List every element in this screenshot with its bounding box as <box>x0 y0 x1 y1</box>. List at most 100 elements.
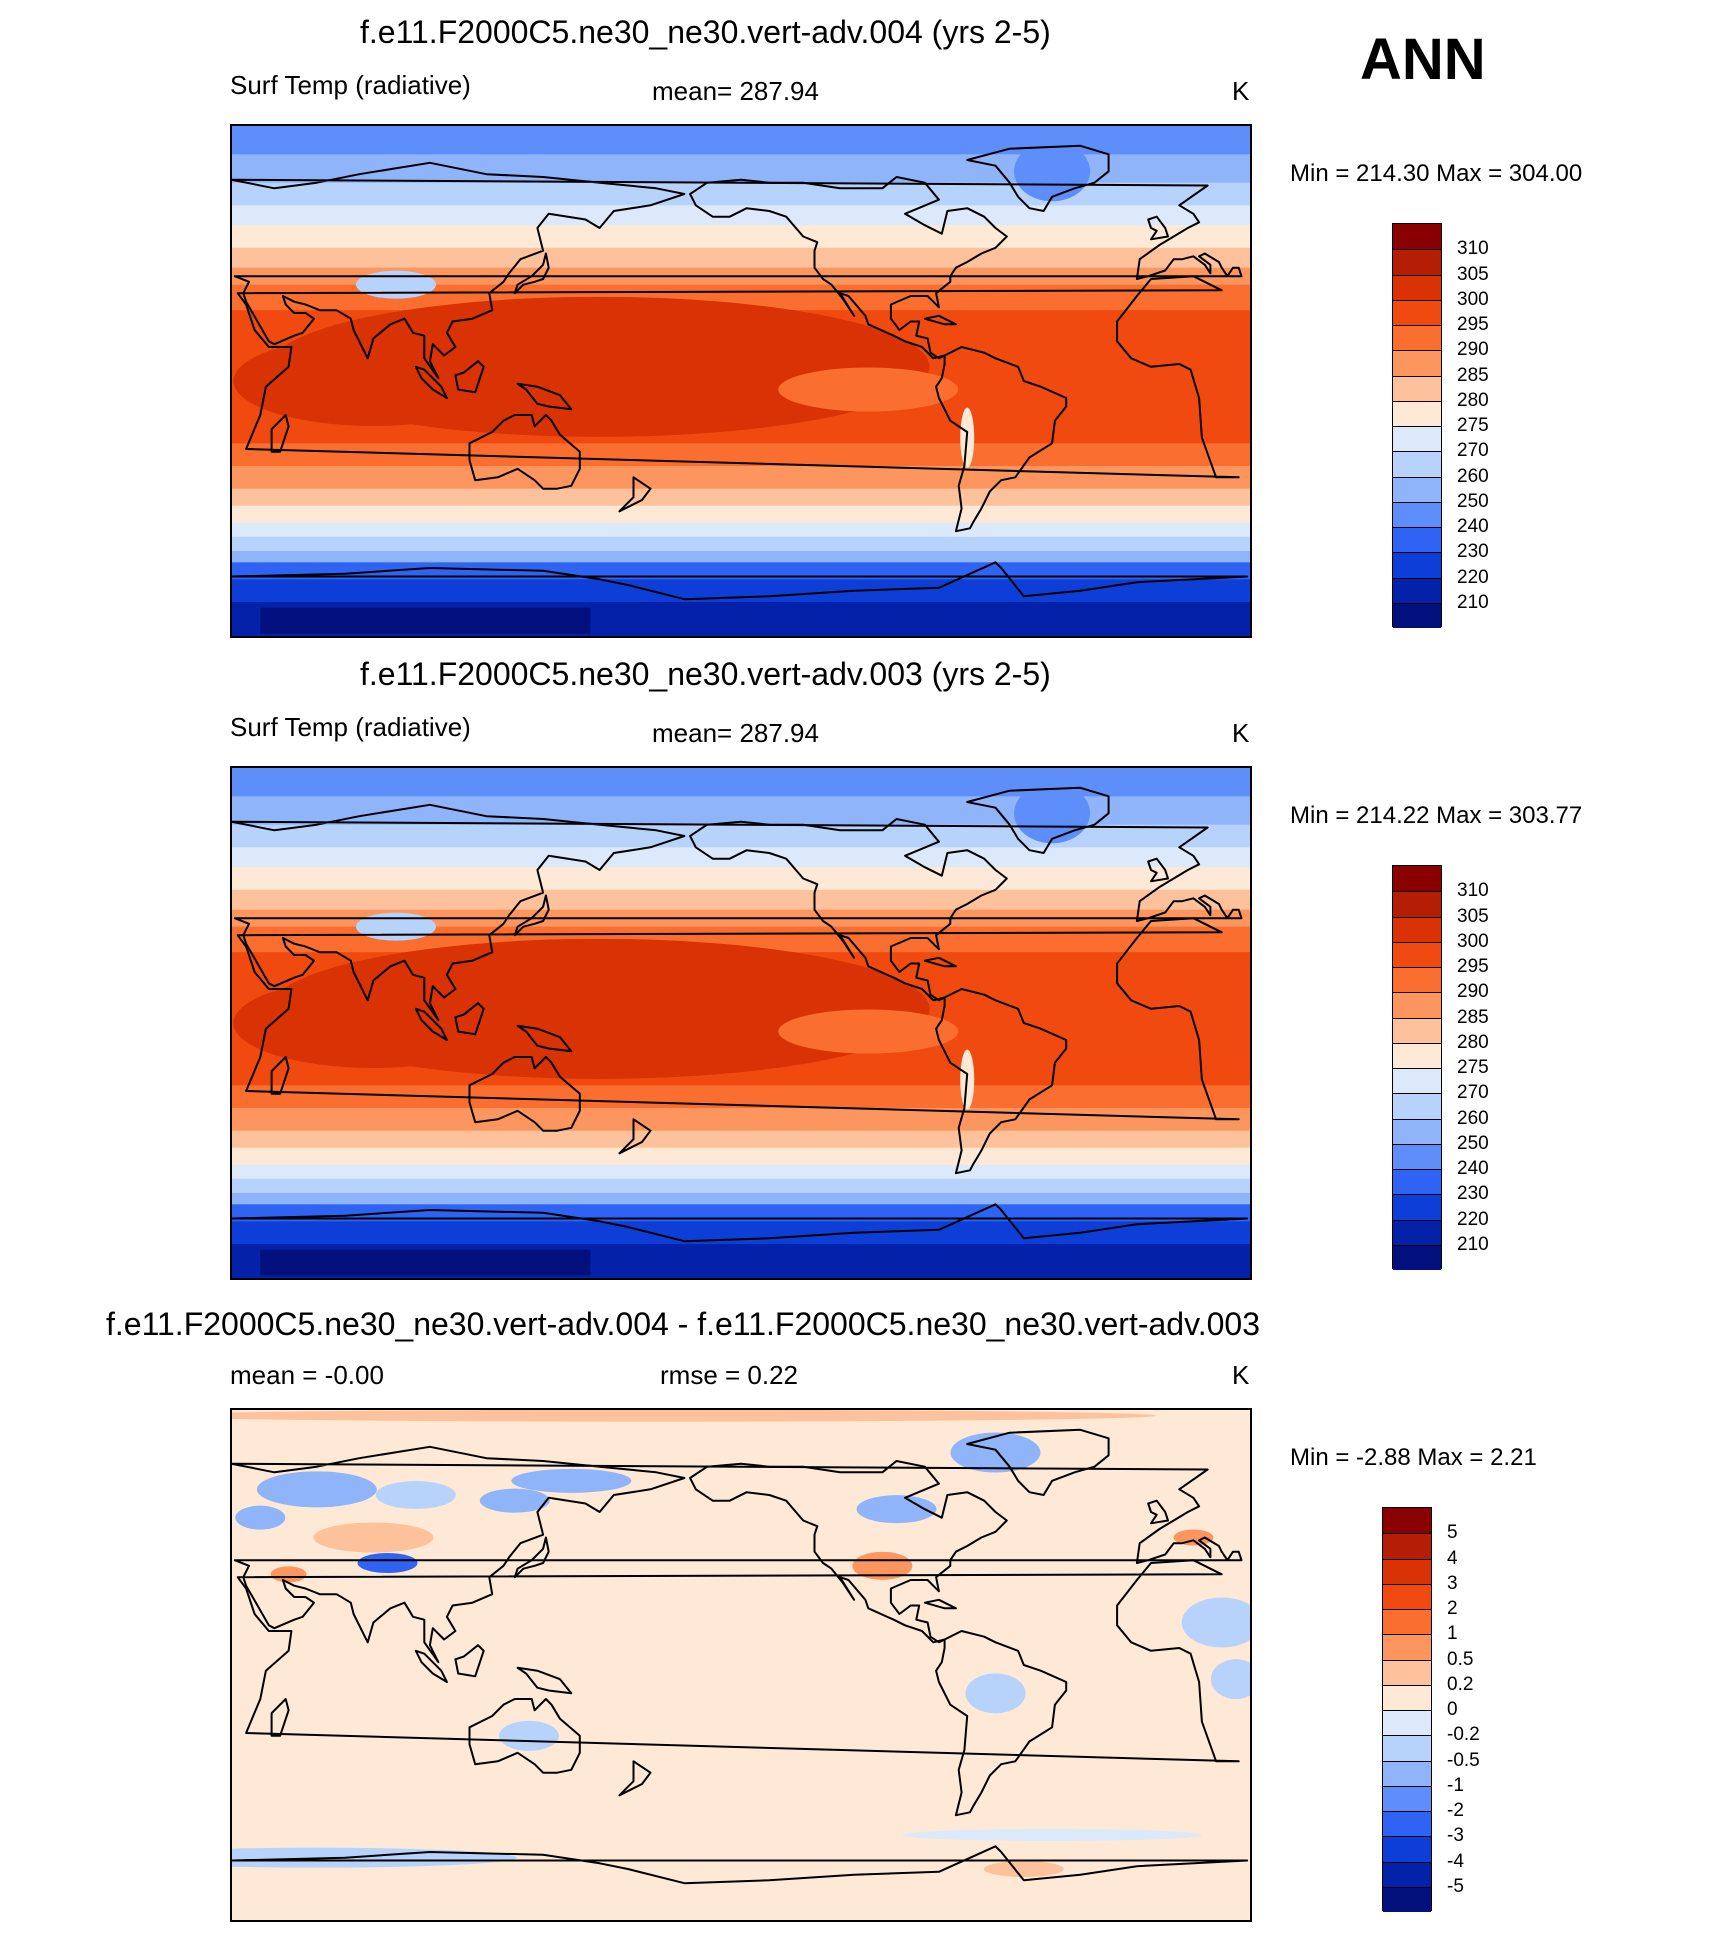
season-label: ANN <box>1360 27 1486 92</box>
coastline-northAmerica <box>689 1460 1008 1644</box>
panel-2-mean: mean= 287.94 <box>652 718 819 748</box>
coastline-madagascar <box>270 414 290 453</box>
coastline-eurasia <box>232 1445 1243 1664</box>
colorbar-swatch <box>1393 891 1441 917</box>
tibet-cold <box>356 270 437 299</box>
colorbar-tick-label: 240 <box>1457 1158 1489 1179</box>
diff-anomaly <box>256 1471 377 1508</box>
colorbar-tick-label: 250 <box>1457 1132 1489 1154</box>
temperature-band <box>232 247 1250 269</box>
colorbar-tick-label: 305 <box>1457 905 1489 927</box>
colorbar-swatch <box>1393 866 1441 892</box>
colorbar-swatch <box>1393 1219 1441 1245</box>
coastline-eurasia <box>232 161 1243 380</box>
indian-ocean-warm <box>233 336 514 426</box>
panel-3-minmax: Min = -2.88 Max = 2.21 <box>1290 1444 1537 1471</box>
temperature-band <box>232 443 1250 467</box>
colorbar-tick-label: 280 <box>1457 389 1489 411</box>
colorbar-tick-label: 220 <box>1457 566 1489 588</box>
colorbar-tick-label: 300 <box>1457 930 1489 952</box>
diff-anomaly <box>375 1481 456 1509</box>
coastline-newZealand <box>618 476 652 513</box>
temperature-band <box>232 768 1250 797</box>
coastline-northAmerica <box>689 818 1008 1002</box>
colorbar-swatch <box>1383 1634 1431 1660</box>
colorbar-tick-label: 2 <box>1447 1598 1458 1619</box>
panel-1-colorbar: 310 305 300 295 290 285 280 275 270 260 250 240 230 2… <box>1392 223 1489 628</box>
coastline-africa <box>236 275 1240 479</box>
colorbar-tick-label: 210 <box>1457 591 1489 613</box>
colorbar-swatch <box>1393 501 1441 527</box>
diff-anomaly <box>235 1505 286 1530</box>
colorbar-swatch <box>1383 1609 1431 1635</box>
diff-anomaly <box>1173 1529 1214 1546</box>
coastline-antarctica <box>232 1203 1249 1243</box>
colorbar-tick-label: 0.2 <box>1447 1673 1474 1695</box>
temperature-band <box>232 1108 1250 1132</box>
colorbar-tick-label: -1 <box>1447 1774 1464 1796</box>
coastline-newGuinea <box>516 1666 573 1695</box>
colorbar-swatch <box>1393 426 1441 452</box>
colorbar-swatch <box>1393 552 1441 578</box>
panel-1-map <box>230 124 1252 638</box>
coastline-madagascar <box>270 1698 290 1737</box>
temperature-band <box>232 1178 1250 1194</box>
diff-anomaly <box>1210 1659 1250 1700</box>
colorbar-swatch <box>1383 1710 1431 1736</box>
colorbar-swatch <box>1393 1143 1441 1169</box>
diff-anomaly <box>1181 1597 1250 1648</box>
colorbar-tick-label: 1 <box>1447 1623 1458 1645</box>
coastline-japan <box>513 894 550 937</box>
tibet-cold <box>356 912 437 941</box>
colorbar-tick-label: 5 <box>1447 1522 1458 1544</box>
coastline-borneo <box>454 1002 485 1036</box>
temperature-band <box>232 536 1250 552</box>
colorbar-tick-label: 305 <box>1457 263 1489 285</box>
coastline-newZealand <box>618 1760 652 1797</box>
colorbar-tick-label: 230 <box>1457 541 1489 563</box>
colorbar-tick-label: 275 <box>1457 1057 1489 1078</box>
coastline-greenland <box>966 144 1110 212</box>
coastline-africa <box>236 917 1240 1121</box>
diff-anomaly <box>852 1551 913 1580</box>
colorbar-tick-label: -4 <box>1447 1850 1464 1872</box>
temperature-band <box>232 1193 1250 1205</box>
colorbar-swatch <box>1383 1886 1431 1912</box>
temperature-band <box>232 579 1250 603</box>
temperature-band <box>232 1221 1250 1245</box>
colorbar-swatch <box>1393 299 1441 325</box>
panel-1-units: K <box>1232 76 1250 106</box>
colorbar-swatch <box>1383 1533 1431 1559</box>
colorbar-swatch <box>1383 1785 1431 1811</box>
panel-1-title: f.e11.F2000C5.ne30_ne30.vert-adv.004 (yr… <box>360 14 1051 50</box>
colorbar-swatch <box>1383 1508 1431 1534</box>
colorbar-swatch <box>1383 1861 1431 1887</box>
colorbar-swatch <box>1383 1558 1431 1584</box>
coastline-australia <box>468 1698 581 1774</box>
coastline-greenland <box>966 1428 1110 1496</box>
diff-anomaly <box>856 1495 937 1524</box>
temperature-band <box>232 1085 1250 1109</box>
cold-tongue <box>778 367 959 412</box>
diff-anomaly <box>479 1488 550 1513</box>
colorbar-tick-label: 275 <box>1457 415 1489 436</box>
coastline-sumatra <box>414 1649 448 1683</box>
colorbar-tick-label: 4 <box>1447 1547 1458 1569</box>
colorbar-swatch <box>1393 967 1441 993</box>
coastline-uk <box>1147 857 1169 883</box>
coastline-newGuinea <box>516 1024 573 1053</box>
coastline-australia <box>468 1056 581 1132</box>
colorbar-swatch <box>1393 1068 1441 1094</box>
diff-anomaly <box>965 1673 1026 1714</box>
colorbar-swatch <box>1393 249 1441 275</box>
colorbar-swatch <box>1393 1118 1441 1144</box>
temperature-band <box>232 205 1250 226</box>
panel-1-map-svg <box>232 126 1250 636</box>
temperature-band <box>232 522 1250 538</box>
indian-ocean-warm <box>233 978 514 1068</box>
diff-anomaly <box>983 1861 1064 1877</box>
colorbar-tick-label: 290 <box>1457 981 1489 1003</box>
temperature-band <box>232 551 1250 563</box>
colorbar-swatch <box>1393 527 1441 553</box>
colorbar-swatch <box>1383 1735 1431 1761</box>
